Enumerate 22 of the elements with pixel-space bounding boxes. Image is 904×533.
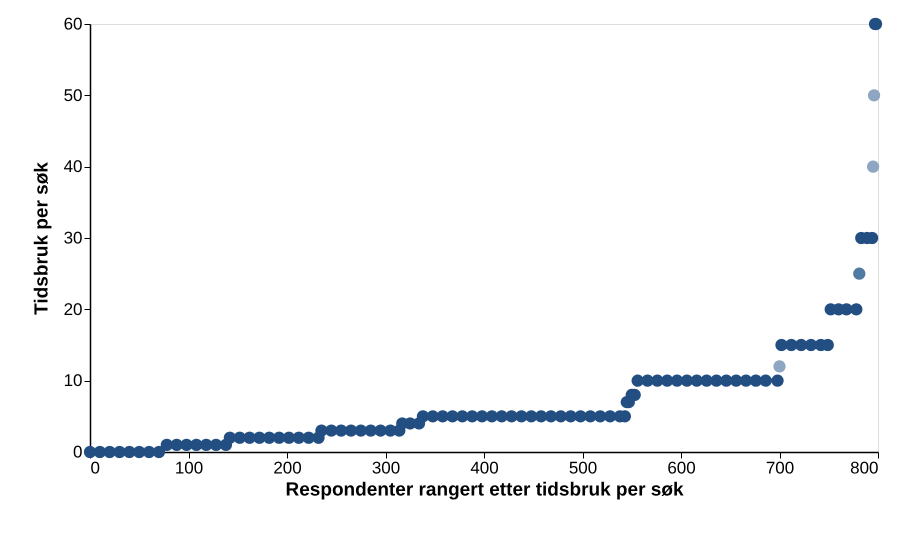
- point: [773, 360, 786, 373]
- y-tick-label: 20: [64, 300, 82, 319]
- y-tick-label: 50: [64, 86, 82, 105]
- point: [866, 160, 880, 173]
- x-tick-label: 600: [667, 458, 696, 478]
- x-tick-label: 500: [568, 458, 598, 478]
- x-tick-label: 0: [90, 458, 100, 478]
- y-axis-title: Tidsbruk per søk: [32, 162, 53, 315]
- y-tick-label: 40: [64, 157, 82, 176]
- x-axis-title: Respondenter rangert etter tidsbruk per søk: [285, 480, 684, 500]
- x-tick-label: 400: [470, 458, 499, 478]
- point: [853, 268, 866, 280]
- point: [868, 89, 880, 102]
- x-tick-label: 300: [372, 458, 400, 478]
- y-tick-label: 30: [64, 228, 82, 248]
- y-tick-label: 10: [64, 371, 82, 390]
- x-tick-label: 100: [174, 458, 204, 478]
- x-tick-label: 700: [766, 458, 794, 478]
- y-tick-label: 60: [64, 14, 82, 34]
- y-tick-label: 0: [73, 442, 82, 462]
- x-tick-label: 200: [273, 458, 302, 478]
- x-tick-label: 800: [850, 458, 878, 478]
